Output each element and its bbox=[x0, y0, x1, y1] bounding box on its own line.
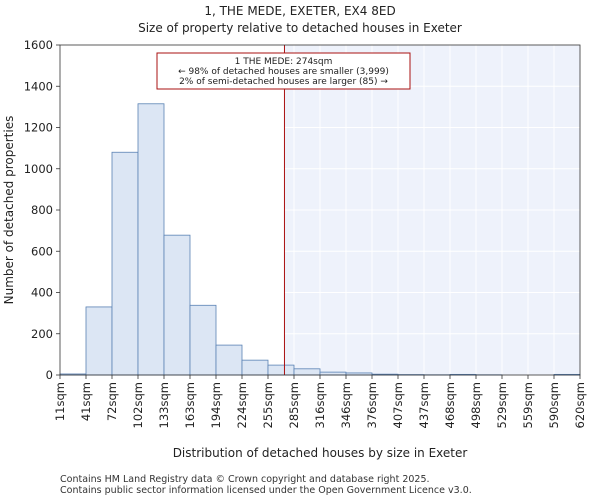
bar-285sqm bbox=[293, 368, 321, 376]
annotation-larger: 2% of semi-detached houses are larger (8… bbox=[179, 77, 388, 87]
bar-163sqm bbox=[189, 304, 217, 376]
x-tick-label: 163sqm bbox=[183, 382, 197, 428]
annotation-box bbox=[156, 52, 411, 90]
x-tick-label: 11sqm bbox=[53, 382, 67, 421]
x-tick-label: 285sqm bbox=[287, 382, 301, 428]
x-tick-label: 72sqm bbox=[105, 382, 119, 421]
x-tick-label: 316sqm bbox=[313, 382, 327, 428]
y-tick-label: 200 bbox=[31, 327, 53, 341]
plot-area: 0 200 400 600 800 1000 1200 1400 1600 11sqm 41sqm 7… bbox=[24, 38, 587, 428]
y-tick-label: 1000 bbox=[24, 162, 53, 176]
bar-41sqm bbox=[85, 306, 113, 376]
x-tick-label: 255sqm bbox=[261, 382, 275, 428]
bar-224sqm bbox=[241, 359, 269, 376]
annotation-smaller: ← 98% of detached houses are smaller (3,… bbox=[178, 67, 389, 77]
footer-line1: Contains HM Land Registry data © Crown c… bbox=[60, 474, 430, 485]
x-tick-label: 590sqm bbox=[547, 382, 561, 428]
y-tick-label: 0 bbox=[46, 368, 53, 382]
footer-line2: Contains public sector information licen… bbox=[60, 485, 472, 496]
x-tick-label: 194sqm bbox=[209, 382, 223, 428]
y-tick-label: 1200 bbox=[24, 121, 53, 135]
bar-133sqm bbox=[163, 234, 191, 376]
x-tick-label: 376sqm bbox=[365, 382, 379, 428]
y-tick-label: 600 bbox=[31, 244, 53, 258]
x-tick-label: 407sqm bbox=[391, 382, 405, 428]
y-axis-label: Number of detached properties bbox=[2, 116, 16, 305]
x-tick-label: 133sqm bbox=[157, 382, 171, 428]
bar-316sqm bbox=[319, 371, 347, 376]
x-tick-label: 41sqm bbox=[79, 382, 93, 421]
x-tick-label: 224sqm bbox=[235, 382, 249, 428]
chart-title-line2: Size of property relative to detached ho… bbox=[138, 21, 462, 35]
x-tick-label: 346sqm bbox=[339, 382, 353, 428]
x-tick-label: 437sqm bbox=[417, 382, 431, 428]
x-tick-label: 468sqm bbox=[443, 382, 457, 428]
bar-72sqm bbox=[111, 151, 139, 376]
y-tick-label: 800 bbox=[31, 203, 53, 217]
x-tick-label: 102sqm bbox=[131, 382, 145, 428]
x-tick-label: 559sqm bbox=[521, 382, 535, 428]
chart-title-line1: 1, THE MEDE, EXETER, EX4 8ED bbox=[204, 4, 395, 18]
y-tick-label: 1400 bbox=[24, 79, 53, 93]
bar-255sqm bbox=[267, 364, 295, 376]
bar-194sqm bbox=[215, 344, 243, 376]
bar-102sqm bbox=[137, 103, 165, 376]
x-tick-label: 529sqm bbox=[495, 382, 509, 428]
annotation-title: 1 THE MEDE: 274sqm bbox=[235, 57, 333, 67]
x-tick-label: 620sqm bbox=[573, 382, 587, 428]
y-tick-label: 400 bbox=[31, 286, 53, 300]
x-tick-label: 498sqm bbox=[469, 382, 483, 428]
x-axis-label: Distribution of detached houses by size … bbox=[173, 446, 468, 460]
y-tick-label: 1600 bbox=[24, 38, 53, 52]
